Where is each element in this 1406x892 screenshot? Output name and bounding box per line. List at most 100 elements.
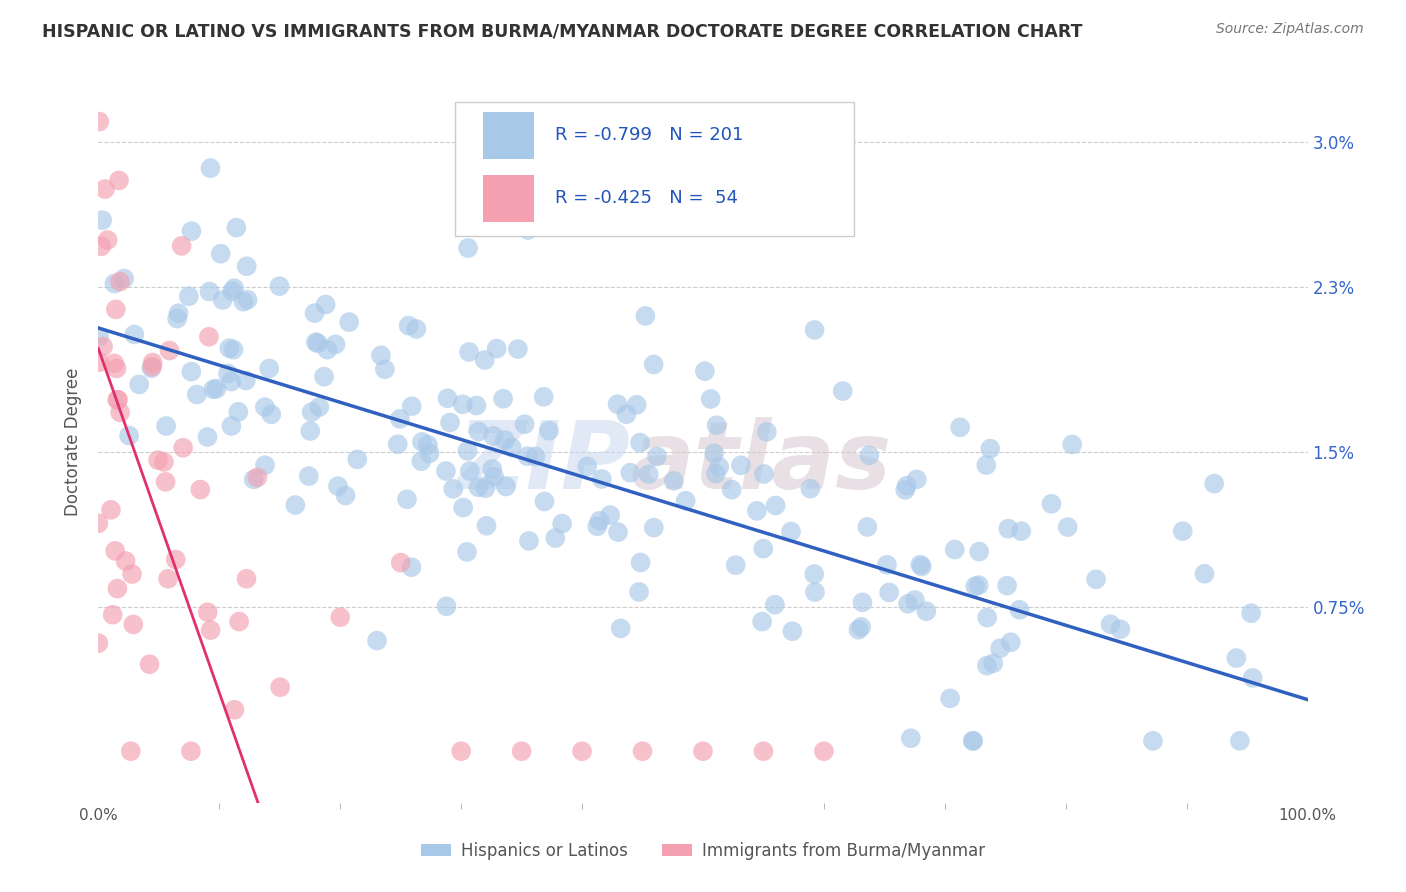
Point [1171,524,1194,538]
Point [401,399,423,413]
Point [457,443,479,458]
Point [1241,671,1264,685]
Point [107,392,129,407]
Point [631,744,654,758]
Point [198,330,221,344]
Point [482,469,505,483]
Point [224,703,246,717]
FancyBboxPatch shape [482,176,534,222]
Point [225,220,247,235]
Point [465,399,488,413]
Point [967,544,990,558]
Point [434,464,457,478]
Point [709,459,731,474]
Point [232,294,254,309]
Point [235,572,257,586]
Point [803,323,825,337]
Point [177,289,200,303]
Point [616,407,638,421]
Point [692,744,714,758]
Point [877,585,900,599]
Point [141,361,163,376]
Point [228,615,250,629]
Point [995,579,1018,593]
Point [904,593,927,607]
Point [335,489,357,503]
Point [120,744,142,758]
Point [246,470,269,484]
Point [222,343,245,357]
Point [87,636,110,650]
Point [538,424,561,438]
Point [517,533,540,548]
Point [456,545,478,559]
Point [780,524,803,539]
Point [752,467,775,481]
Point [745,504,768,518]
Point [325,337,347,351]
Point [101,607,124,622]
Point [451,397,474,411]
Point [90,239,112,253]
Point [439,416,461,430]
Point [799,482,821,496]
Point [467,425,489,439]
Point [894,483,917,497]
Point [765,499,787,513]
Point [609,621,631,635]
Point [831,384,853,398]
Point [157,572,180,586]
Point [121,566,143,581]
Point [896,479,918,493]
Point [159,343,181,358]
Point [482,429,505,443]
Point [1008,603,1031,617]
Point [1109,622,1132,636]
Point [436,599,458,614]
Point [1056,520,1078,534]
Point [848,623,870,637]
Point [516,450,538,464]
Point [481,462,503,476]
Point [506,342,529,356]
Point [533,494,555,508]
Point [122,617,145,632]
Point [141,359,163,374]
Point [856,520,879,534]
Point [401,560,423,574]
Text: HISPANIC OR LATINO VS IMMIGRANTS FROM BURMA/MYANMAR DOCTORATE DEGREE CORRELATION: HISPANIC OR LATINO VS IMMIGRANTS FROM BU… [42,22,1083,40]
Point [441,482,464,496]
Point [146,453,169,467]
Point [205,382,228,396]
Point [253,458,276,473]
Point [943,542,966,557]
Point [105,392,128,407]
Point [458,345,481,359]
Point [905,472,928,486]
Point [730,458,752,473]
Point [166,311,188,326]
Text: Source: ZipAtlas.com: Source: ZipAtlas.com [1216,22,1364,37]
Point [976,610,998,624]
Point [155,419,177,434]
Point [752,744,775,758]
Point [200,623,222,637]
Point [197,430,219,444]
Point [398,318,420,333]
Point [588,514,610,528]
Point [911,559,934,574]
Point [269,680,291,694]
Point [209,246,232,260]
Point [224,281,246,295]
Point [949,420,972,434]
Point [170,239,193,253]
Point [591,472,613,486]
Point [474,481,496,495]
Point [965,579,987,593]
Point [104,302,127,317]
Point [586,519,609,533]
Point [329,610,352,624]
Point [939,691,962,706]
Point [236,293,259,307]
Point [699,392,721,406]
